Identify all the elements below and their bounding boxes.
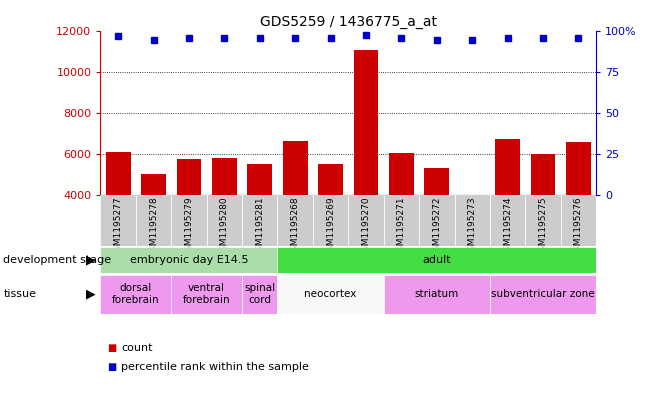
Text: spinal
cord: spinal cord <box>244 283 275 305</box>
Text: embryonic day E14.5: embryonic day E14.5 <box>130 255 248 265</box>
Text: GSM1195277: GSM1195277 <box>113 197 122 257</box>
Bar <box>354 50 378 195</box>
Text: GSM1195279: GSM1195279 <box>185 197 194 257</box>
Bar <box>384 275 490 314</box>
Text: striatum: striatum <box>415 289 459 299</box>
Bar <box>100 195 136 246</box>
Bar <box>141 174 166 195</box>
Text: tissue: tissue <box>3 289 36 299</box>
Bar <box>384 195 419 246</box>
Bar <box>176 159 202 195</box>
Text: neocortex: neocortex <box>305 289 357 299</box>
Bar <box>242 195 277 246</box>
Text: GSM1195276: GSM1195276 <box>574 197 583 257</box>
Bar <box>419 195 454 246</box>
Bar <box>242 275 277 314</box>
Bar <box>207 195 242 246</box>
Text: GSM1195274: GSM1195274 <box>503 197 512 257</box>
Bar <box>283 141 308 195</box>
Text: GSM1195275: GSM1195275 <box>538 197 548 257</box>
Text: percentile rank within the sample: percentile rank within the sample <box>121 362 309 373</box>
Bar <box>277 247 596 273</box>
Text: ■: ■ <box>107 362 116 373</box>
Text: ventral
forebrain: ventral forebrain <box>183 283 231 305</box>
Text: ▶: ▶ <box>86 253 96 266</box>
Bar <box>561 195 596 246</box>
Bar <box>566 141 591 195</box>
Bar <box>136 195 171 246</box>
Text: GSM1195273: GSM1195273 <box>468 197 477 257</box>
Text: GSM1195278: GSM1195278 <box>149 197 158 257</box>
Bar <box>318 164 343 195</box>
Text: GSM1195268: GSM1195268 <box>291 197 299 257</box>
Text: GSM1195272: GSM1195272 <box>432 197 441 257</box>
Bar <box>171 275 242 314</box>
Bar <box>100 275 171 314</box>
Bar <box>248 164 272 195</box>
Text: development stage: development stage <box>3 255 111 265</box>
Bar <box>490 195 526 246</box>
Bar <box>277 275 384 314</box>
Bar <box>277 195 313 246</box>
Bar <box>106 152 130 195</box>
Text: adult: adult <box>422 255 451 265</box>
Text: dorsal
forebrain: dorsal forebrain <box>112 283 159 305</box>
Text: ■: ■ <box>107 343 116 353</box>
Text: count: count <box>121 343 153 353</box>
Bar <box>313 195 349 246</box>
Bar <box>495 140 520 195</box>
Bar <box>349 195 384 246</box>
Text: GSM1195271: GSM1195271 <box>397 197 406 257</box>
Text: GSM1195270: GSM1195270 <box>362 197 371 257</box>
Text: ▶: ▶ <box>86 288 96 301</box>
Bar <box>100 247 277 273</box>
Bar <box>212 158 237 195</box>
Bar <box>424 168 449 195</box>
Title: GDS5259 / 1436775_a_at: GDS5259 / 1436775_a_at <box>260 15 437 29</box>
Text: GSM1195269: GSM1195269 <box>326 197 335 257</box>
Bar <box>389 153 414 195</box>
Bar <box>454 195 490 246</box>
Text: subventricular zone: subventricular zone <box>491 289 595 299</box>
Text: GSM1195280: GSM1195280 <box>220 197 229 257</box>
Bar <box>531 154 555 195</box>
Bar <box>490 275 596 314</box>
Bar <box>526 195 561 246</box>
Bar <box>171 195 207 246</box>
Text: GSM1195281: GSM1195281 <box>255 197 264 257</box>
